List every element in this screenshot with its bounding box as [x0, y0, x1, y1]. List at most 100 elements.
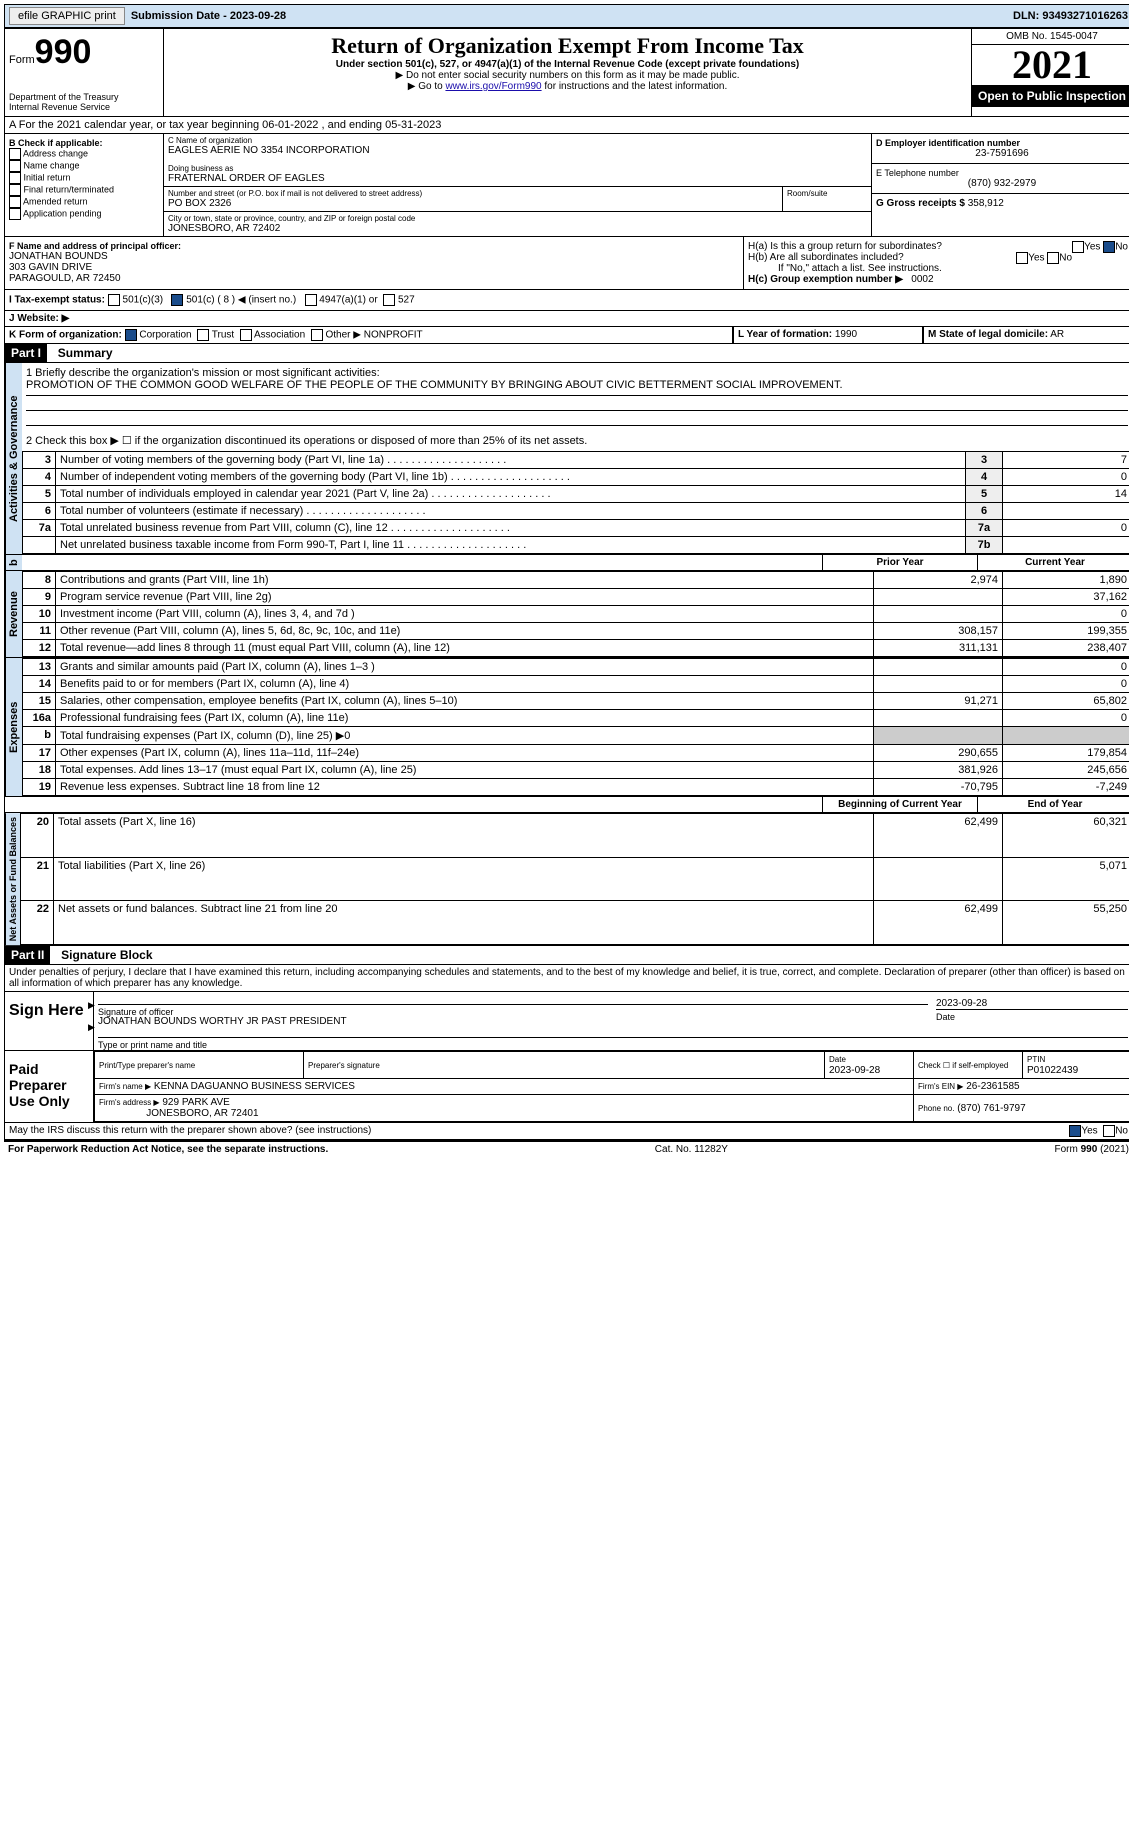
table-row: 4Number of independent voting members of… — [23, 469, 1129, 486]
part2-heading: Signature Block — [53, 948, 152, 962]
irs-link[interactable]: www.irs.gov/Form990 — [445, 81, 541, 92]
tel-label: E Telephone number — [876, 168, 1128, 178]
year-formation: 1990 — [835, 329, 857, 340]
checkbox-address-change[interactable]: Address change — [9, 148, 159, 160]
table-row: 13Grants and similar amounts paid (Part … — [23, 659, 1129, 676]
pra-notice: For Paperwork Reduction Act Notice, see … — [8, 1144, 328, 1155]
officer-name: JONATHAN BOUNDS — [9, 251, 739, 262]
part1-heading: Summary — [50, 346, 113, 360]
expenses-table: 13Grants and similar amounts paid (Part … — [22, 658, 1129, 796]
cat-number: Cat. No. 11282Y — [655, 1144, 728, 1155]
other-nonprofit: NONPROFIT — [364, 330, 423, 341]
discuss-yes-checkbox[interactable] — [1069, 1125, 1081, 1137]
dba-name: FRATERNAL ORDER OF EAGLES — [168, 173, 867, 184]
form-subtitle: Under section 501(c), 527, or 4947(a)(1)… — [168, 59, 967, 70]
dln-number: DLN: 93493271016263 — [1013, 10, 1128, 22]
efile-print-button[interactable]: efile GRAPHIC print — [9, 7, 125, 25]
website-row: J Website: ▶ — [4, 311, 1129, 327]
table-row: 17Other expenses (Part IX, column (A), l… — [23, 745, 1129, 762]
table-row: bTotal fundraising expenses (Part IX, co… — [23, 727, 1129, 745]
gross-label: G Gross receipts $ — [876, 198, 965, 209]
officer-addr2: PARAGOULD, AR 72450 — [9, 273, 739, 284]
table-row: 19Revenue less expenses. Subtract line 1… — [23, 779, 1129, 796]
table-row: 6Total number of volunteers (estimate if… — [23, 503, 1129, 520]
col-b-title: B Check if applicable: — [9, 138, 159, 148]
table-row: Net unrelated business taxable income fr… — [23, 537, 1129, 554]
col-current-year: Current Year — [977, 555, 1129, 570]
h-a-row: H(a) Is this a group return for subordin… — [748, 241, 1128, 252]
sig-date-label: Date — [932, 1012, 1129, 1022]
tab-revenue: Revenue — [5, 571, 22, 657]
dept-treasury: Department of the Treasury — [9, 92, 159, 102]
checkbox-name-change[interactable]: Name change — [9, 160, 159, 172]
ein-value: 23-7591696 — [876, 148, 1128, 159]
revenue-table: 8Contributions and grants (Part VIII, li… — [22, 571, 1129, 657]
table-row: 10Investment income (Part VIII, column (… — [23, 606, 1129, 623]
col-prior-year: Prior Year — [822, 555, 977, 570]
form-number: Form990 — [9, 33, 159, 72]
tab-governance: Activities & Governance — [5, 363, 22, 554]
open-to-public: Open to Public Inspection — [972, 85, 1129, 107]
preparer-table: Print/Type preparer's name Preparer's si… — [94, 1051, 1129, 1122]
street-value: PO BOX 2326 — [168, 198, 778, 209]
sign-here-label: Sign Here — [5, 992, 94, 1050]
table-row: 9Program service revenue (Part VIII, lin… — [23, 589, 1129, 606]
link-note: ▶ Go to www.irs.gov/Form990 for instruct… — [168, 81, 967, 92]
line2: 2 Check this box ▶ ☐ if the organization… — [26, 434, 1128, 447]
net-assets-table: 20Total assets (Part X, line 16)62,49960… — [20, 813, 1129, 945]
table-row: 11Other revenue (Part VIII, column (A), … — [23, 623, 1129, 640]
tax-status-block: I Tax-exempt status: 501(c)(3) 501(c) ( … — [4, 290, 1129, 311]
h-c-row: H(c) Group exemption number ▶ 0002 — [748, 274, 1128, 285]
table-row: 8Contributions and grants (Part VIII, li… — [23, 572, 1129, 589]
checkbox-initial-return[interactable]: Initial return — [9, 172, 159, 184]
officer-group-block: F Name and address of principal officer:… — [4, 237, 1129, 290]
table-row: 21Total liabilities (Part X, line 26)5,0… — [21, 857, 1129, 901]
ein-label: D Employer identification number — [876, 138, 1128, 148]
tax-year: 2021 — [972, 45, 1129, 85]
officer-label: F Name and address of principal officer: — [9, 241, 739, 251]
irs-label: Internal Revenue Service — [9, 102, 159, 112]
efile-topbar: efile GRAPHIC print Submission Date - 20… — [4, 4, 1129, 28]
table-row: 3Number of voting members of the governi… — [23, 452, 1129, 469]
sig-date: 2023-09-28 — [932, 992, 1129, 1009]
checkbox-amended-return[interactable]: Amended return — [9, 196, 159, 208]
tab-b: b — [5, 555, 22, 570]
line-a-tax-year: A For the 2021 calendar year, or tax yea… — [4, 117, 1129, 134]
table-row: 18Total expenses. Add lines 13–17 (must … — [23, 762, 1129, 779]
table-row: 7aTotal unrelated business revenue from … — [23, 520, 1129, 537]
form-title: Return of Organization Exempt From Incom… — [168, 33, 967, 59]
org-name-label: C Name of organization — [168, 136, 867, 145]
city-label: City or town, state or province, country… — [168, 214, 867, 223]
tel-value: (870) 932-2979 — [876, 178, 1128, 189]
table-row: 14Benefits paid to or for members (Part … — [23, 676, 1129, 693]
ssn-note: ▶ Do not enter social security numbers o… — [168, 70, 967, 81]
tab-net-assets: Net Assets or Fund Balances — [5, 813, 20, 945]
discuss-no-checkbox[interactable] — [1103, 1125, 1115, 1137]
typed-name: JONATHAN BOUNDS WORTHY JR PAST PRESIDENT — [98, 1016, 347, 1027]
table-row: 12Total revenue—add lines 8 through 11 (… — [23, 640, 1129, 657]
dba-label: Doing business as — [168, 164, 867, 173]
form-footer: Form 990 (2021) — [1055, 1144, 1129, 1155]
checkbox-final-return-terminated[interactable]: Final return/terminated — [9, 184, 159, 196]
part2-header: Part II — [5, 946, 50, 964]
checkbox-application-pending[interactable]: Application pending — [9, 208, 159, 220]
h-b-note: If "No," attach a list. See instructions… — [748, 263, 1128, 274]
form-header: Form990 Department of the Treasury Inter… — [4, 28, 1129, 117]
table-row: 5Total number of individuals employed in… — [23, 486, 1129, 503]
typed-label: Type or print name and title — [94, 1040, 1129, 1050]
street-label: Number and street (or P.O. box if mail i… — [168, 189, 778, 198]
governance-table: 3Number of voting members of the governi… — [22, 451, 1129, 554]
org-info-block: B Check if applicable: Address change Na… — [4, 134, 1129, 237]
table-row: 20Total assets (Part X, line 16)62,49960… — [21, 814, 1129, 858]
h-b-row: H(b) Are all subordinates included? Yes … — [748, 252, 1128, 263]
col-beginning: Beginning of Current Year — [822, 797, 977, 812]
discuss-row: May the IRS discuss this return with the… — [4, 1123, 1129, 1140]
line-k-label: K Form of organization: — [9, 330, 122, 341]
org-name: EAGLES AERIE NO 3354 INCORPORATION — [168, 145, 867, 156]
paid-preparer-label: Paid Preparer Use Only — [5, 1051, 94, 1122]
line1-text: PROMOTION OF THE COMMON GOOD WELFARE OF … — [26, 379, 1128, 391]
tab-expenses: Expenses — [5, 658, 22, 796]
tax-exempt-row: I Tax-exempt status: 501(c)(3) 501(c) ( … — [9, 294, 1128, 306]
city-value: JONESBORO, AR 72402 — [168, 223, 867, 234]
table-row: 22Net assets or fund balances. Subtract … — [21, 901, 1129, 945]
